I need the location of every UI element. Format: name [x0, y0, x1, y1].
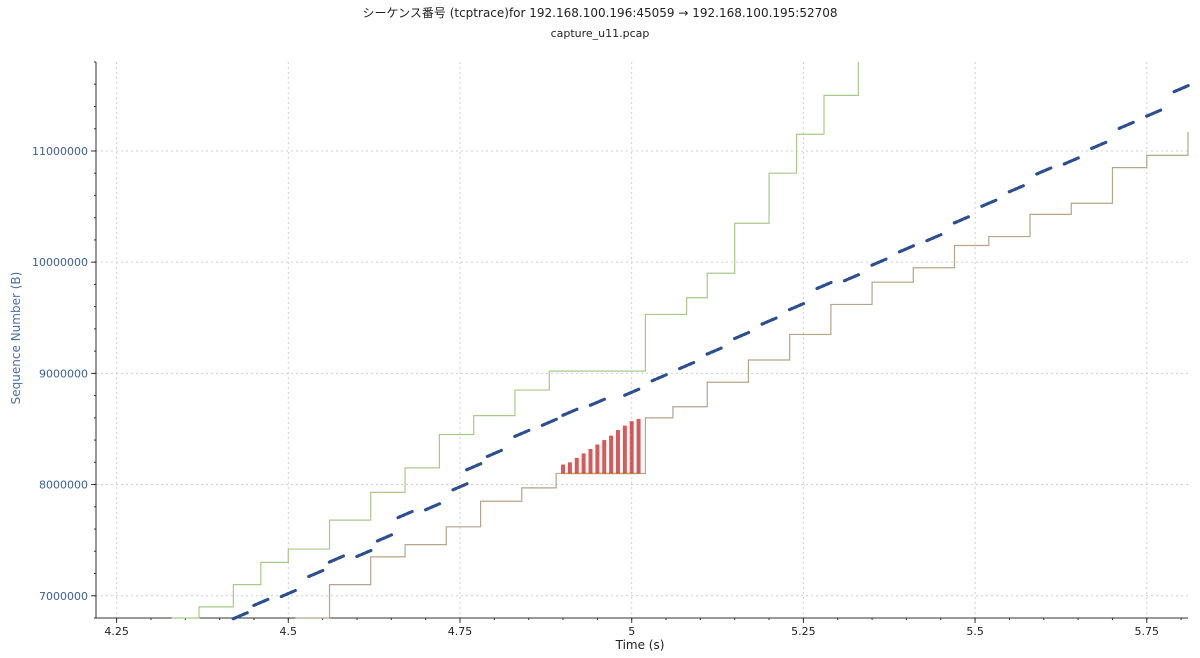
x-tick-label: 5.25 [791, 625, 816, 638]
segment-point [1062, 156, 1080, 166]
sack-bar [574, 457, 579, 474]
segment-point [375, 533, 394, 543]
segment-point [279, 588, 297, 599]
segment-point [561, 407, 579, 417]
grid-lines [96, 62, 1188, 618]
sack-bar [615, 430, 620, 474]
segment-point [815, 280, 833, 291]
segment-point [650, 373, 668, 383]
y-tick-label: 9000000 [39, 367, 88, 380]
window-line [171, 62, 859, 619]
segment-point [485, 448, 503, 459]
sack-bar [636, 418, 641, 474]
sack-bar [567, 462, 572, 474]
y-tick-label: 10000000 [32, 256, 88, 269]
segment-point [1145, 108, 1163, 118]
segment-point [588, 397, 606, 407]
segment-point [980, 198, 998, 208]
y-tick-label: 7000000 [39, 590, 88, 603]
chart-subtitle: capture_u11.pcap [550, 27, 650, 40]
segment-point [623, 387, 641, 397]
segment-point [787, 302, 806, 312]
segment-point [451, 482, 469, 492]
tick-labels: 7000000 8000000 9000000 10000000 11000000 4.2… [32, 145, 1159, 638]
segment-point [705, 346, 723, 356]
segment-point [678, 360, 696, 371]
segment-point [842, 273, 861, 283]
segment-point [1035, 166, 1053, 176]
axes [91, 61, 1188, 623]
x-tick-label: 4.75 [448, 625, 473, 638]
segment-point [870, 257, 888, 267]
sack-bar [581, 453, 586, 474]
x-tick-label: 5.5 [966, 625, 984, 638]
ack-line [295, 132, 1189, 619]
segment-point [355, 548, 373, 559]
segment-point [513, 428, 531, 439]
segment-point [327, 554, 345, 564]
segment-point [925, 233, 943, 243]
y-tick-label: 8000000 [39, 479, 88, 492]
segment-point [396, 509, 414, 520]
sack-bar [602, 440, 607, 474]
sack-bar [561, 464, 566, 474]
sack-bar [622, 425, 627, 474]
segment-point [760, 316, 778, 326]
x-tick-label: 5 [628, 625, 635, 638]
segment-point [307, 568, 325, 579]
segment-point [1090, 140, 1108, 150]
segment-point [1007, 184, 1025, 194]
segment-point [897, 244, 916, 254]
chart-title: シーケンス番号 (tcptrace)for 192.168.100.196:45… [362, 6, 838, 20]
segment-point [732, 330, 751, 341]
segment-point [540, 417, 558, 427]
sack-bar [629, 421, 634, 474]
series-layer [171, 62, 1190, 621]
segment-point [952, 215, 970, 225]
x-axis-label: Time (s) [615, 638, 665, 652]
x-tick-label: 4.5 [280, 625, 298, 638]
segment-point [423, 502, 442, 512]
segment-point [231, 611, 249, 621]
segment-point [1117, 120, 1135, 130]
sack-bar [588, 448, 593, 474]
x-tick-label: 5.75 [1135, 625, 1160, 638]
x-tick-label: 4.25 [104, 625, 129, 638]
segment-point [252, 597, 270, 608]
segment-point [465, 462, 483, 472]
y-tick-label: 11000000 [32, 145, 88, 158]
sack-bar [595, 444, 600, 474]
segment-point [1172, 84, 1190, 94]
sack-bar [609, 435, 614, 474]
